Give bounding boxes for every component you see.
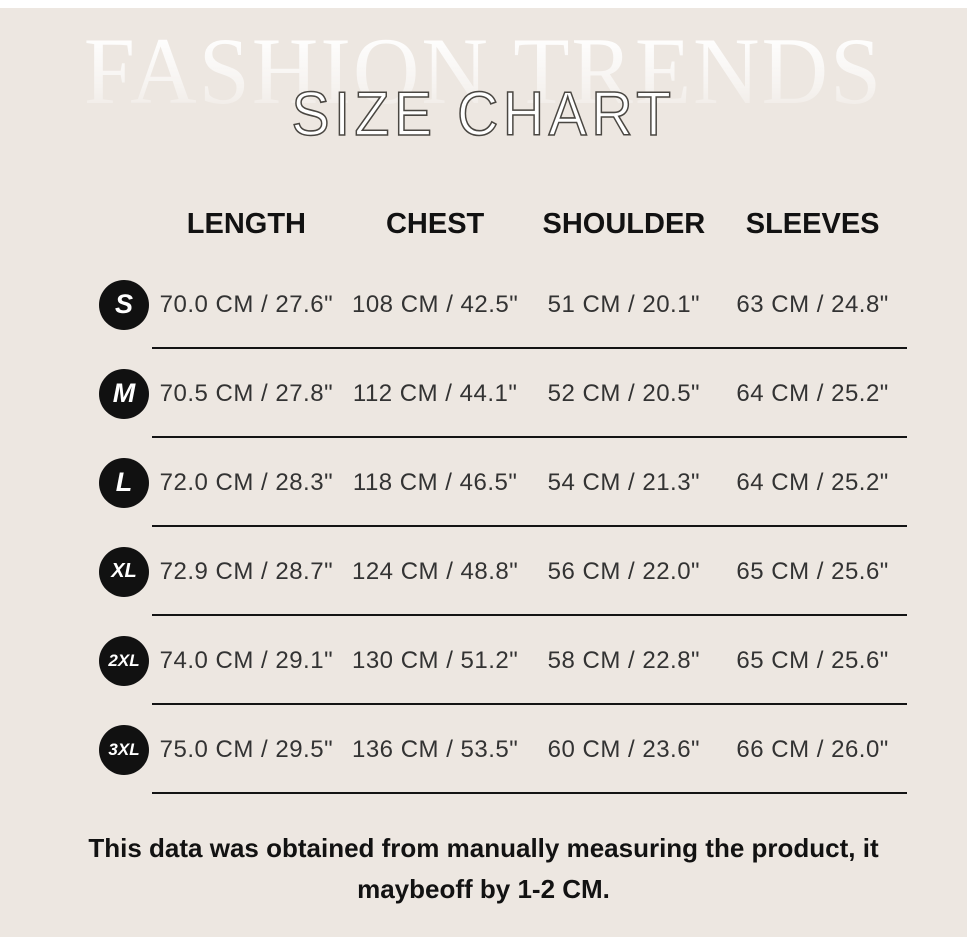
sleeves-value: 64 CM / 25.2" <box>736 468 889 496</box>
size-badge-label: M <box>112 378 136 408</box>
length-value: 75.0 CM / 29.5" <box>159 735 334 763</box>
row-divider <box>152 703 907 705</box>
chest-value: 112 CM / 44.1" <box>352 379 518 407</box>
shoulder-value: 54 CM / 21.3" <box>547 468 701 496</box>
sleeves-value: 65 CM / 25.6" <box>736 557 889 585</box>
size-badge-label: L <box>115 467 133 497</box>
shoulder-value: 58 CM / 22.8" <box>547 646 701 674</box>
size-badge-label: 3XL <box>108 739 140 759</box>
size-table: LENGTH CHEST SHOULDER SLEEVES S 70.0 CM … <box>99 188 907 794</box>
size-badge-label: S <box>114 289 133 319</box>
size-badge: S <box>99 279 149 330</box>
page-title: SIZE CHART <box>291 80 676 149</box>
size-badge-label: XL <box>111 560 137 582</box>
top-white-strip <box>0 0 967 8</box>
sleeves-value: 65 CM / 25.6" <box>736 646 889 674</box>
length-value: 70.0 CM / 27.6" <box>159 290 334 318</box>
chest-value: 130 CM / 51.2" <box>351 646 519 674</box>
chest-value: 118 CM / 46.5" <box>352 468 518 496</box>
chest-value: 136 CM / 53.5" <box>351 735 519 763</box>
row-divider <box>152 436 907 438</box>
chest-value: 108 CM / 42.5" <box>351 290 519 318</box>
row-divider <box>152 614 907 616</box>
column-header-chest: CHEST <box>385 207 485 240</box>
sleeves-value: 63 CM / 24.8" <box>736 290 889 318</box>
table-body: S 70.0 CM / 27.6" 108 CM / 42.5" 51 CM /… <box>99 260 907 794</box>
shoulder-value: 56 CM / 22.0" <box>547 557 701 585</box>
row-divider <box>152 525 907 527</box>
length-value: 72.9 CM / 28.7" <box>159 557 334 585</box>
size-badge: 3XL <box>99 724 149 775</box>
shoulder-value: 52 CM / 20.5" <box>547 379 701 407</box>
column-header-length: LENGTH <box>186 207 306 240</box>
size-badge: 2XL <box>99 635 149 686</box>
size-badge: L <box>99 457 149 508</box>
shoulder-value: 51 CM / 20.1" <box>547 290 701 318</box>
table-row: L 72.0 CM / 28.3" 118 CM / 46.5" 54 CM /… <box>99 438 907 527</box>
sleeves-value: 66 CM / 26.0" <box>736 735 889 763</box>
length-value: 70.5 CM / 27.8" <box>159 379 334 407</box>
table-header-row: LENGTH CHEST SHOULDER SLEEVES <box>100 188 907 260</box>
length-value: 74.0 CM / 29.1" <box>159 646 334 674</box>
column-header-shoulder: SHOULDER <box>542 207 706 240</box>
size-badge: M <box>99 368 149 419</box>
sleeves-value: 64 CM / 25.2" <box>736 379 889 407</box>
row-divider <box>152 347 907 349</box>
table-row: M 70.5 CM / 27.8" 112 CM / 44.1" 52 CM /… <box>99 349 907 438</box>
size-badge: XL <box>99 546 149 597</box>
footer-note: This data was obtained from manually mea… <box>0 828 967 910</box>
footer-note-text: This data was obtained from manually mea… <box>88 833 879 904</box>
length-value: 72.0 CM / 28.3" <box>159 468 334 496</box>
column-header-sleeves: SLEEVES <box>745 207 880 240</box>
row-divider <box>152 792 907 794</box>
size-badge-label: 2XL <box>108 650 140 670</box>
chest-value: 124 CM / 48.8" <box>351 557 519 585</box>
table-row: 3XL 75.0 CM / 29.5" 136 CM / 53.5" 60 CM… <box>99 705 907 794</box>
watermark-text: FASHION TRENDS <box>15 21 953 122</box>
shoulder-value: 60 CM / 23.6" <box>547 735 701 763</box>
table-row: S 70.0 CM / 27.6" 108 CM / 42.5" 51 CM /… <box>99 260 907 349</box>
table-row: 2XL 74.0 CM / 29.1" 130 CM / 51.2" 58 CM… <box>99 616 907 705</box>
table-row: XL 72.9 CM / 28.7" 124 CM / 48.8" 56 CM … <box>99 527 907 616</box>
